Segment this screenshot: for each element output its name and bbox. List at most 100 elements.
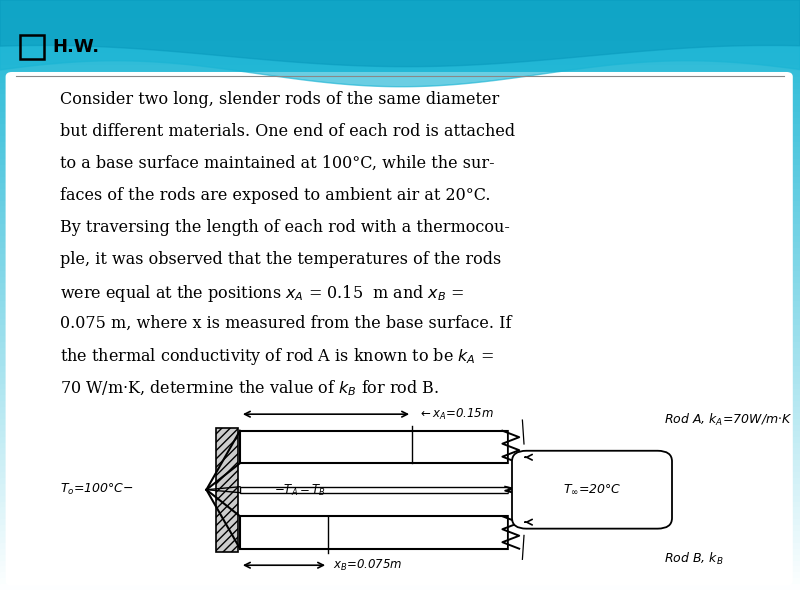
Text: but different materials. One end of each rod is attached: but different materials. One end of each… bbox=[60, 123, 515, 140]
Bar bbox=[0, 12, 800, 18]
Bar bbox=[240, 516, 508, 549]
Bar bbox=[0, 53, 800, 59]
Text: H.W.: H.W. bbox=[52, 38, 99, 55]
Bar bbox=[0, 437, 800, 442]
Bar bbox=[0, 496, 800, 502]
Bar bbox=[240, 487, 508, 493]
Bar bbox=[0, 124, 800, 130]
Bar bbox=[0, 230, 800, 236]
Bar bbox=[0, 183, 800, 189]
Bar bbox=[0, 454, 800, 460]
Bar bbox=[0, 578, 800, 584]
Bar bbox=[0, 490, 800, 496]
Bar bbox=[0, 472, 800, 478]
Bar bbox=[0, 59, 800, 65]
Bar bbox=[0, 41, 800, 47]
Text: By traversing the length of each rod with a thermocou-: By traversing the length of each rod wit… bbox=[60, 219, 510, 236]
Bar bbox=[0, 395, 800, 401]
Bar bbox=[0, 218, 800, 224]
Text: the thermal conductivity of rod A is known to be $k_A$ =: the thermal conductivity of rod A is kno… bbox=[60, 346, 494, 368]
Bar bbox=[0, 136, 800, 142]
Text: $\leftarrow x_A$=0.15m: $\leftarrow x_A$=0.15m bbox=[418, 407, 494, 422]
Text: Rod B, $k_B$: Rod B, $k_B$ bbox=[664, 551, 723, 568]
Bar bbox=[0, 177, 800, 183]
Bar bbox=[0, 519, 800, 525]
Text: were equal at the positions $x_A$ = 0.15  m and $x_B$ =: were equal at the positions $x_A$ = 0.15… bbox=[60, 283, 464, 304]
Bar bbox=[0, 549, 800, 555]
Bar bbox=[0, 242, 800, 248]
Bar bbox=[0, 236, 800, 242]
Text: $x_B$=0.075m: $x_B$=0.075m bbox=[333, 558, 402, 573]
Text: 0.075 m, where x is measured from the base surface. If: 0.075 m, where x is measured from the ba… bbox=[60, 314, 511, 332]
Bar bbox=[0, 83, 800, 88]
Bar bbox=[0, 260, 800, 266]
Bar bbox=[0, 35, 800, 41]
Bar bbox=[0, 106, 800, 112]
Bar bbox=[0, 100, 800, 106]
Bar bbox=[0, 171, 800, 177]
Bar bbox=[0, 148, 800, 153]
Bar bbox=[0, 372, 800, 378]
Bar bbox=[0, 283, 800, 289]
Bar bbox=[0, 142, 800, 148]
FancyBboxPatch shape bbox=[6, 72, 793, 586]
Bar bbox=[0, 319, 800, 324]
Bar bbox=[0, 460, 800, 466]
Bar bbox=[0, 572, 800, 578]
Bar bbox=[0, 6, 800, 12]
Bar bbox=[0, 584, 800, 590]
Bar bbox=[0, 384, 800, 389]
Bar bbox=[0, 88, 800, 94]
Bar bbox=[0, 130, 800, 136]
Text: to a base surface maintained at 100°C, while the sur-: to a base surface maintained at 100°C, w… bbox=[60, 155, 494, 172]
Bar bbox=[0, 165, 800, 171]
Bar bbox=[0, 507, 800, 513]
Bar bbox=[0, 513, 800, 519]
Bar bbox=[216, 428, 238, 552]
Bar bbox=[0, 301, 800, 307]
Text: $T_{\infty}$=20°C: $T_{\infty}$=20°C bbox=[562, 483, 622, 496]
Bar bbox=[0, 71, 800, 77]
Bar bbox=[0, 419, 800, 425]
Bar bbox=[0, 360, 800, 366]
Bar bbox=[0, 254, 800, 260]
Bar bbox=[0, 24, 800, 30]
Bar bbox=[0, 442, 800, 448]
Bar bbox=[0, 366, 800, 372]
Bar bbox=[0, 330, 800, 336]
Text: 70 W/m$\cdot$K, determine the value of $k_B$ for rod B.: 70 W/m$\cdot$K, determine the value of $… bbox=[60, 378, 439, 398]
Bar bbox=[0, 324, 800, 330]
Bar bbox=[0, 413, 800, 419]
Bar bbox=[0, 389, 800, 395]
FancyBboxPatch shape bbox=[512, 451, 672, 529]
Bar bbox=[0, 313, 800, 319]
Text: ple, it was observed that the temperatures of the rods: ple, it was observed that the temperatur… bbox=[60, 251, 502, 268]
Bar bbox=[0, 431, 800, 437]
Bar bbox=[0, 118, 800, 124]
Bar bbox=[0, 224, 800, 230]
Bar bbox=[0, 484, 800, 490]
Bar bbox=[0, 30, 800, 35]
Bar bbox=[0, 555, 800, 560]
Bar bbox=[0, 336, 800, 342]
Text: $-T_A = T_B$: $-T_A = T_B$ bbox=[274, 483, 326, 499]
Bar bbox=[0, 560, 800, 566]
Bar bbox=[0, 77, 800, 83]
Bar bbox=[0, 354, 800, 360]
Bar bbox=[0, 94, 800, 100]
Text: Rod A, $k_A$=70W/m$\cdot$K: Rod A, $k_A$=70W/m$\cdot$K bbox=[664, 412, 793, 428]
Bar bbox=[0, 47, 800, 53]
Bar bbox=[0, 448, 800, 454]
Bar bbox=[0, 543, 800, 549]
Bar bbox=[0, 112, 800, 118]
Bar bbox=[0, 206, 800, 212]
Bar bbox=[0, 466, 800, 472]
Bar bbox=[0, 0, 800, 6]
Bar bbox=[0, 378, 800, 384]
Bar bbox=[0, 342, 800, 348]
Bar bbox=[20, 35, 44, 59]
Bar bbox=[0, 18, 800, 24]
Bar bbox=[0, 295, 800, 301]
Bar bbox=[0, 401, 800, 407]
Bar bbox=[0, 195, 800, 201]
